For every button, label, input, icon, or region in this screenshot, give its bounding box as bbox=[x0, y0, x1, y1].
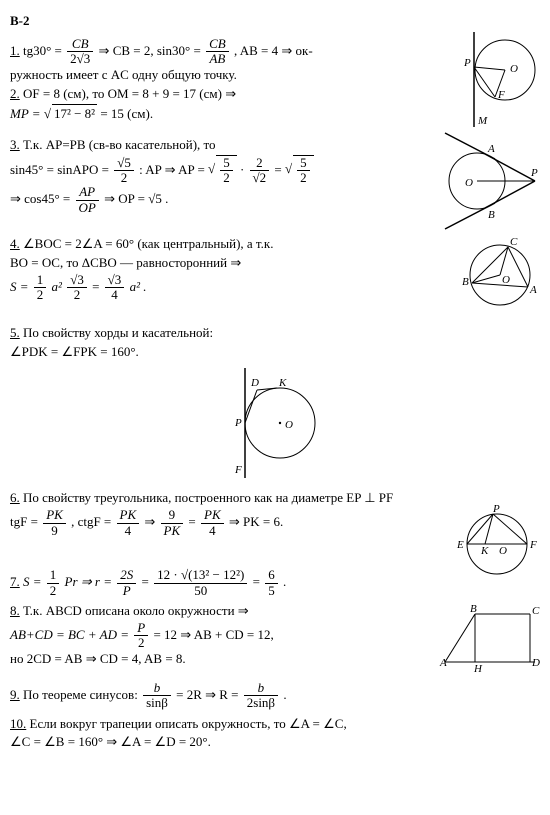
svg-text:D: D bbox=[250, 377, 259, 389]
svg-text:A: A bbox=[487, 143, 495, 155]
svg-text:M: M bbox=[477, 115, 488, 127]
figure-1: P O F M bbox=[460, 32, 540, 133]
svg-text:P: P bbox=[492, 503, 500, 515]
svg-text:O: O bbox=[285, 419, 293, 431]
svg-text:K: K bbox=[480, 545, 489, 557]
svg-text:B: B bbox=[470, 603, 477, 615]
svg-text:O: O bbox=[510, 63, 518, 75]
problem-6: P E K O F 6. По свойству треугольника, п… bbox=[10, 489, 540, 564]
svg-text:A: A bbox=[529, 284, 537, 296]
problem-5: 5. По свойству хорды и касательной: ∠PDK… bbox=[10, 324, 540, 362]
problem-7: 7. S = 12 Pr ⇒ r = 2SP = 12 · √(13² − 12… bbox=[10, 568, 540, 598]
problem-3: A P B O 3. Т.к. AP=PB (св-во касательной… bbox=[10, 136, 540, 231]
svg-text:D: D bbox=[531, 657, 540, 669]
problem-1-2: P O F M 1. tg30° = CB2√3 ⇒ CB = 2, sin30… bbox=[10, 37, 540, 132]
svg-text:C: C bbox=[532, 605, 540, 617]
variant-header: В-2 bbox=[10, 12, 540, 31]
svg-text:E: E bbox=[456, 539, 464, 551]
svg-text:F: F bbox=[497, 89, 505, 101]
svg-text:O: O bbox=[465, 177, 473, 189]
svg-text:P: P bbox=[234, 417, 242, 429]
svg-text:O: O bbox=[502, 274, 510, 286]
svg-text:O: O bbox=[499, 545, 507, 557]
figure-8: A B C D H bbox=[440, 602, 540, 678]
problem-4: C B A O 4. ∠BOC = 2∠A = 60° (как централ… bbox=[10, 235, 540, 320]
svg-text:P: P bbox=[530, 167, 538, 179]
figure-4: C B A O bbox=[460, 235, 540, 321]
svg-text:A: A bbox=[439, 657, 447, 669]
svg-text:B: B bbox=[488, 209, 495, 221]
figure-3: A P B O bbox=[445, 136, 540, 232]
svg-text:P: P bbox=[463, 57, 471, 69]
problem-10: 10. Если вокруг трапеции описать окружно… bbox=[10, 715, 540, 753]
svg-text:C: C bbox=[510, 236, 518, 248]
problem-8: A B C D H 8. Т.к. ABCD описана около окр… bbox=[10, 602, 540, 677]
svg-text:F: F bbox=[529, 539, 537, 551]
svg-text:F: F bbox=[234, 464, 242, 476]
figure-5: D K P F O bbox=[10, 368, 540, 484]
problem-9: 9. По теореме синусов: bsinβ = 2R ⇒ R = … bbox=[10, 681, 540, 711]
svg-text:B: B bbox=[462, 276, 469, 288]
svg-text:H: H bbox=[473, 663, 483, 675]
svg-text:K: K bbox=[278, 377, 287, 389]
